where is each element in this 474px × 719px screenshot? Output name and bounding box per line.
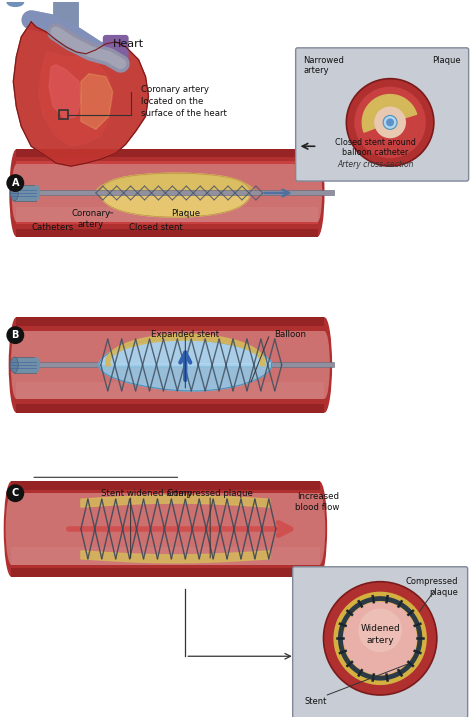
Text: A: A [11,178,19,188]
Text: Narrowed
artery: Narrowed artery [304,56,345,75]
Circle shape [383,116,397,129]
Bar [16,191,335,196]
Bar [16,317,325,326]
Ellipse shape [4,481,19,577]
Bar [16,362,335,367]
Text: Artery cross-section: Artery cross-section [337,160,413,169]
Bar [16,229,318,237]
Polygon shape [99,339,272,391]
Bar [6,0,24,2]
Bar [14,357,36,373]
Ellipse shape [6,493,17,565]
Polygon shape [49,65,81,119]
Text: Stent: Stent [305,697,327,706]
Polygon shape [100,173,250,217]
Circle shape [343,602,417,675]
Ellipse shape [10,357,18,373]
Text: Widened
artery: Widened artery [360,624,400,645]
Text: Plaque: Plaque [432,56,461,65]
Bar [11,495,319,564]
Bar [16,162,318,224]
Text: Closed stent: Closed stent [128,223,182,232]
Bar [16,331,325,399]
Bar [11,493,319,565]
Ellipse shape [9,150,23,237]
Text: Balloon: Balloon [273,330,306,339]
Bar [16,331,325,399]
Text: C: C [12,488,19,498]
Bar [11,568,319,577]
Ellipse shape [32,185,40,201]
Text: Coronary artery
located on the
surface of the heart: Coronary artery located on the surface o… [141,86,227,118]
Bar [16,404,325,413]
Ellipse shape [10,185,18,201]
Circle shape [354,86,426,158]
Bar [14,185,36,201]
Polygon shape [362,95,417,132]
Bar [9,0,27,2]
Bar [16,382,325,399]
FancyBboxPatch shape [292,567,468,718]
Ellipse shape [313,164,322,222]
Ellipse shape [312,481,327,577]
Text: Stent widened artery: Stent widened artery [101,489,192,498]
Bar [11,547,319,565]
Circle shape [358,608,402,652]
Circle shape [6,326,24,344]
Polygon shape [81,495,270,507]
Polygon shape [81,551,270,563]
Bar [16,207,318,222]
Text: Plaque: Plaque [171,209,200,218]
Text: Compressed
plaque: Compressed plaque [405,577,458,597]
Text: Increased
blood flow: Increased blood flow [295,493,339,513]
Bar [12,0,30,2]
Text: Expanded stent: Expanded stent [151,330,219,339]
Circle shape [346,78,434,166]
Text: Coronary
artery: Coronary artery [71,209,110,229]
Ellipse shape [11,331,22,399]
Polygon shape [13,22,148,166]
Circle shape [6,485,24,502]
Bar [11,481,319,490]
Circle shape [374,106,406,138]
Ellipse shape [12,164,21,222]
Ellipse shape [310,150,325,237]
Circle shape [323,582,437,695]
Circle shape [386,119,394,127]
FancyBboxPatch shape [296,48,469,181]
Bar [59,111,68,119]
Text: Compressed plaque: Compressed plaque [167,489,253,498]
Polygon shape [96,173,255,192]
Bar [16,317,325,413]
Ellipse shape [32,357,40,373]
Bar [16,150,318,157]
Text: B: B [12,330,19,340]
Circle shape [333,592,427,685]
Text: Heart: Heart [113,39,144,49]
Ellipse shape [314,493,325,565]
Polygon shape [99,339,272,365]
Ellipse shape [9,317,24,413]
Polygon shape [39,52,113,146]
Ellipse shape [317,317,332,413]
Polygon shape [81,73,113,129]
Bar [11,481,319,577]
Ellipse shape [6,0,24,7]
Bar [16,150,318,237]
Ellipse shape [319,331,330,399]
Circle shape [6,174,24,192]
FancyBboxPatch shape [103,35,128,63]
Text: Catheters: Catheters [32,223,74,232]
FancyBboxPatch shape [53,0,79,35]
Polygon shape [106,334,265,366]
Text: Closed stent around
balloon catheter: Closed stent around balloon catheter [335,138,416,157]
Bar [16,164,318,222]
